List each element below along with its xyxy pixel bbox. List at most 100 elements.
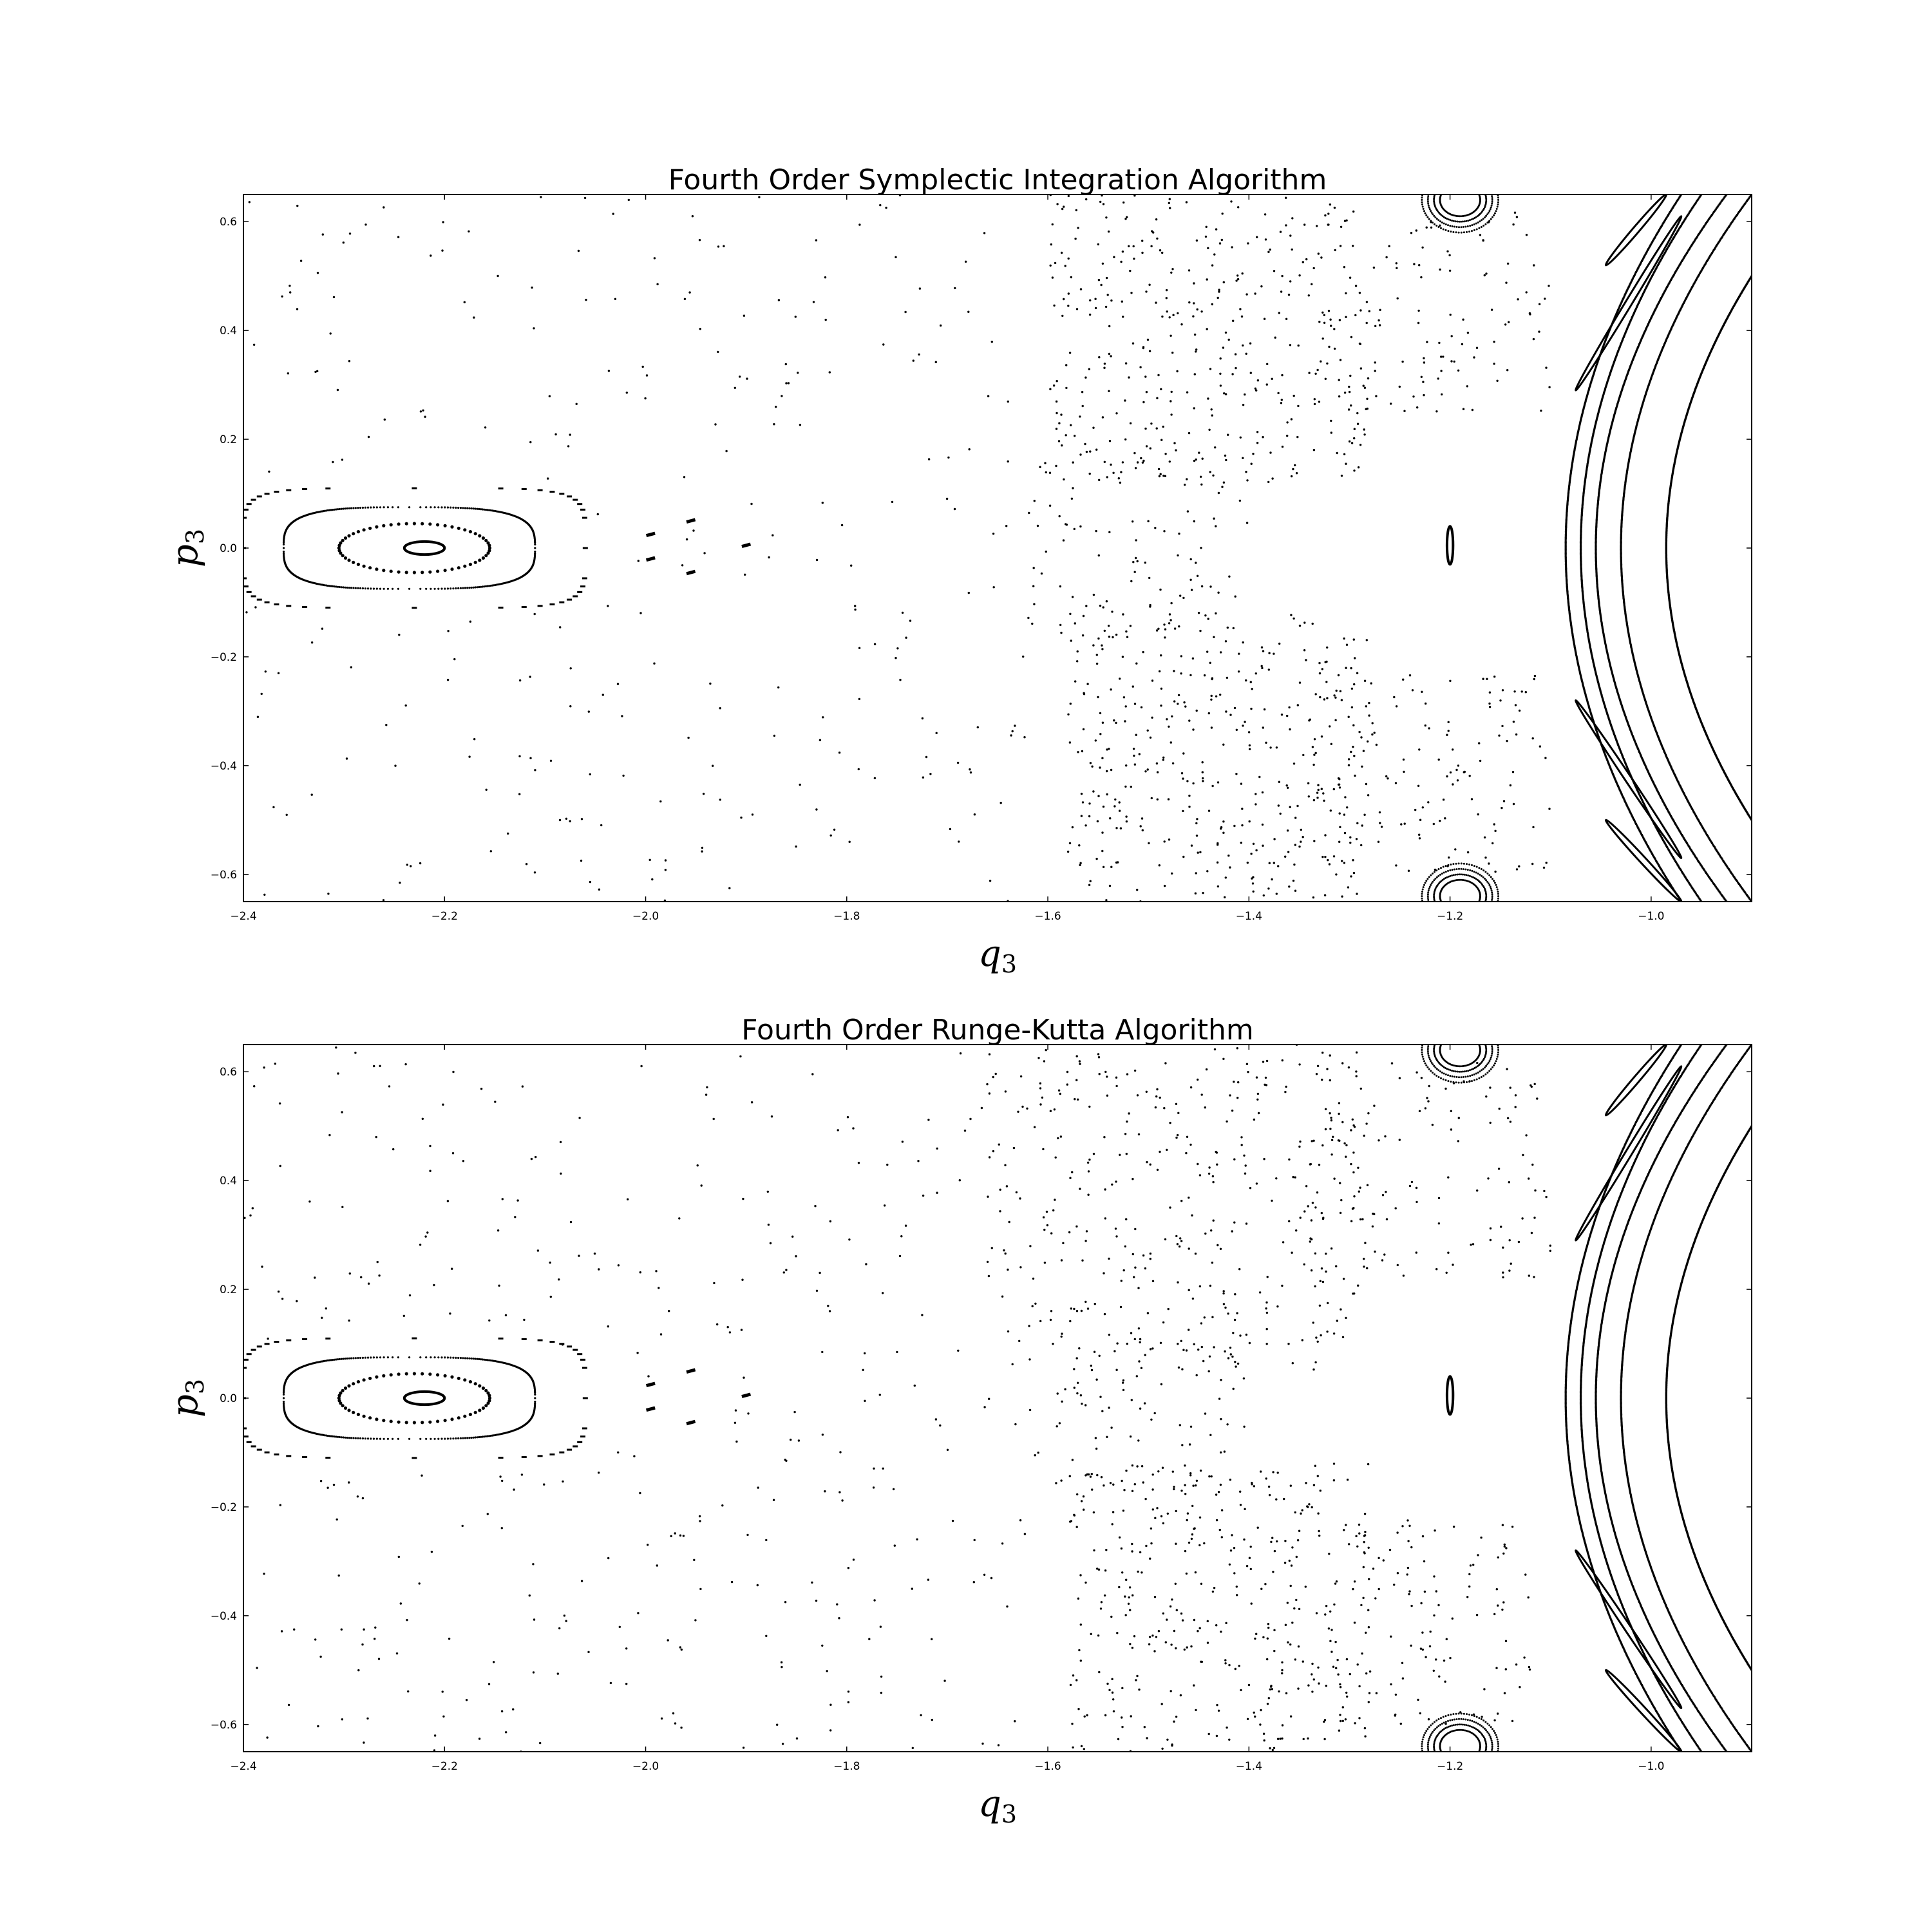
data-point [1186,391,1189,393]
data-point [345,757,348,760]
data-point [1324,214,1327,217]
data-point [1327,213,1330,215]
data-point [1108,440,1112,442]
data-point [1443,925,1444,927]
data-point [1475,905,1477,907]
data-point [1248,748,1251,751]
data-point [1326,697,1329,699]
data-point [1081,801,1084,804]
data-point [1092,790,1095,793]
data-point [1446,180,1448,182]
data-point [1106,294,1109,296]
data-point [565,817,568,820]
data-point [1423,190,1425,192]
data-point [1505,281,1508,284]
data-point [1486,185,1488,187]
data-point [1195,348,1198,351]
data-point [1432,880,1434,883]
data-point [1303,649,1306,652]
data-point [1426,897,1429,899]
data-point [1433,196,1435,198]
data-point [1350,442,1354,444]
data-point [1340,699,1343,701]
data-point [1175,449,1177,451]
data-point [1320,360,1322,363]
data-point [1513,211,1517,214]
data-point [1324,834,1327,837]
data-point [1343,453,1346,455]
data-point [1099,766,1101,769]
data-point [1105,899,1108,902]
data-point [1064,265,1066,267]
data-point [484,426,487,429]
orbit-lobe [1575,699,1683,859]
data-point [419,410,422,413]
data-point [1486,872,1489,875]
data-point [1065,386,1068,390]
data-point [1533,674,1537,677]
data-point [397,570,401,574]
data-point [397,236,400,238]
data-point [901,611,904,614]
data-point [1457,183,1459,185]
data-point [1484,182,1486,184]
data-point [1443,216,1445,218]
data-point [1255,672,1258,675]
data-point [1490,876,1492,878]
data-point [1216,861,1219,864]
data-point [664,859,667,862]
data-point [1496,205,1499,208]
data-point [567,598,573,601]
data-point [1428,180,1430,182]
data-point [484,554,488,558]
data-point [987,395,990,397]
data-point [481,536,486,540]
data-point [1477,813,1479,816]
data-point [425,587,428,590]
data-point [1488,916,1490,918]
data-point [337,546,341,550]
data-point [450,567,454,571]
data-point [1451,220,1454,222]
data-point [1307,782,1310,784]
data-point [580,585,586,588]
data-point [739,375,741,378]
data-point [1141,817,1144,820]
data-point [488,544,491,547]
data-point [1365,639,1368,641]
orbit-lobe [1604,819,1683,902]
data-point [354,507,357,509]
data-point [1082,728,1085,731]
data-point [1289,234,1292,237]
data-point [1022,655,1025,658]
data-point [1193,407,1195,410]
data-point [1329,810,1332,812]
data-point [1452,863,1455,866]
data-point [1473,865,1475,867]
data-point [1313,402,1316,406]
data-point [1210,694,1213,697]
data-point [1296,704,1300,706]
data-point [1290,614,1293,616]
data-point [1318,672,1321,675]
data-point [478,585,480,589]
data-point [1492,182,1493,184]
data-point [1356,422,1359,425]
data-point [1484,191,1486,193]
data-point [1196,818,1198,820]
data-point [1422,902,1424,904]
data-point [1491,200,1493,203]
data-point [412,487,417,489]
data-point [1264,213,1267,216]
data-point [404,571,408,574]
data-point [268,470,270,473]
data-point [1429,905,1431,907]
data-point [1487,882,1490,885]
data-point [1471,864,1473,866]
data-point [1077,227,1079,229]
data-point [310,793,313,796]
data-point [1468,927,1470,929]
data-point [1400,823,1403,826]
data-point [1447,186,1449,188]
data-point [1478,184,1480,186]
